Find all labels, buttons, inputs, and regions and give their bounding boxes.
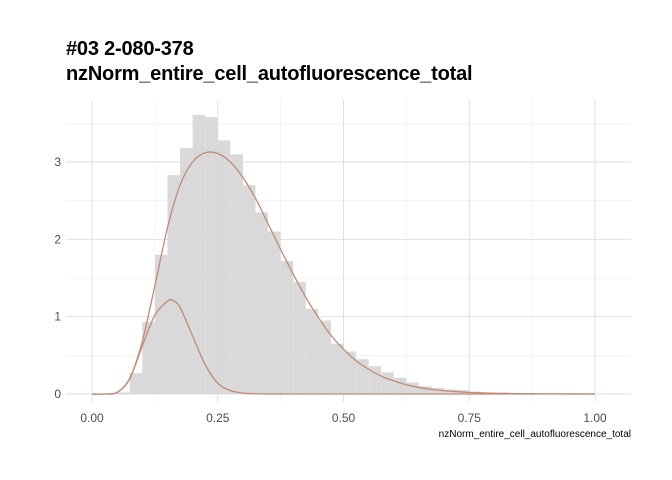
histogram-bar — [318, 320, 331, 394]
x-axis-tick-labels: 0.00 0.25 0.50 0.75 1.00 — [80, 411, 607, 425]
histogram-bars — [117, 114, 595, 395]
x-tick-label: 0.25 — [206, 411, 230, 425]
histogram-bar — [192, 114, 206, 395]
x-tick-label: 0.00 — [80, 411, 104, 425]
histogram-bar — [167, 175, 181, 394]
histogram-bar — [205, 117, 218, 394]
histogram-bar — [343, 351, 357, 394]
histogram-bar — [431, 387, 445, 394]
x-tick-label: 0.50 — [332, 411, 356, 425]
y-axis-tick-labels: 0 1 2 3 — [54, 155, 61, 401]
histogram-bar — [368, 366, 382, 394]
histogram-bar — [217, 140, 231, 394]
histogram-bar — [142, 322, 155, 394]
y-tick-label: 3 — [54, 155, 61, 169]
histogram-bar — [293, 281, 306, 394]
x-tick-label: 1.00 — [583, 411, 607, 425]
histogram-bar — [180, 148, 193, 394]
histogram-bar — [330, 343, 344, 394]
histogram-bar — [393, 377, 407, 394]
y-tick-label: 2 — [54, 232, 61, 246]
density-curve-2 — [91, 298, 595, 395]
histogram-bar — [406, 382, 419, 394]
chart-title-line1: #03 2-080-378 — [66, 38, 194, 60]
histogram-bar — [381, 372, 394, 394]
histogram-bar — [268, 231, 281, 394]
histogram-bar — [230, 154, 243, 394]
x-tick-label: 0.75 — [458, 411, 482, 425]
histogram-bar — [129, 373, 143, 394]
x-axis-title: nzNorm_entire_cell_autofluorescence_tota… — [439, 429, 631, 440]
histogram-bar — [242, 185, 256, 394]
histogram-bar — [356, 359, 369, 394]
chart-title-line2: nzNorm_entire_cell_autofluorescence_tota… — [66, 63, 473, 85]
histogram-bar — [154, 254, 168, 394]
histogram-bar — [255, 212, 269, 394]
density-curves — [91, 151, 596, 395]
y-tick-label: 0 — [54, 387, 61, 401]
histogram-bar — [280, 260, 294, 394]
histogram-bar — [418, 386, 432, 394]
histogram-bar — [305, 308, 319, 394]
y-tick-label: 1 — [54, 310, 61, 324]
histogram-bar — [117, 392, 130, 394]
